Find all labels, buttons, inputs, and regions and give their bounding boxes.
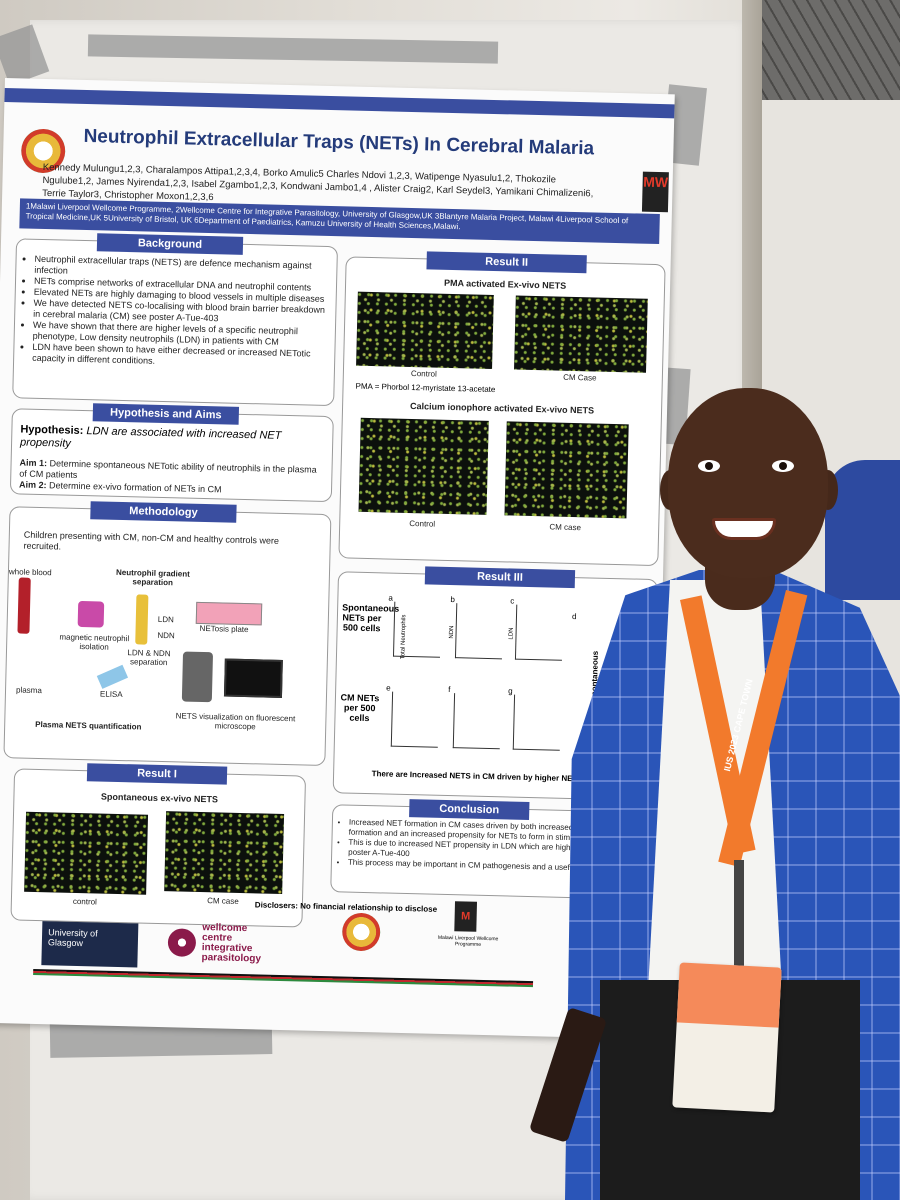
pma-title: PMA activated Ex-vivo NETS [443, 277, 567, 291]
micrograph-ca-control [358, 417, 489, 515]
methodology-intro: Children presenting with CM, non-CM and … [23, 529, 280, 552]
mlw-logo-footer: M [454, 901, 478, 932]
mini-plot-e [390, 691, 440, 748]
mini-plot-b [454, 603, 504, 660]
aims-list: Aim 1: Determine spontaneous NETotic abi… [19, 457, 320, 497]
face [668, 388, 828, 578]
smile [712, 518, 776, 540]
methodology-header: Methodology [90, 501, 237, 523]
panel-c: c [510, 596, 515, 606]
ca-caption-cm: CM case [549, 522, 582, 533]
label-elisa: ELISA [99, 689, 123, 700]
panel-b: b [450, 595, 455, 605]
monitor-icon [223, 658, 283, 698]
pma-caption-cm: CM Case [563, 372, 597, 383]
microscope-icon [181, 651, 214, 703]
pma-note: PMA = Phorbol 12-myristate 13-acetate [355, 381, 496, 395]
hypothesis-panel: Hypothesis and Aims Hypothesis: LDN are … [9, 403, 334, 503]
axis-total: Total Neutrophils [400, 614, 408, 660]
conference-badge [672, 962, 782, 1113]
wellcome-line4: parasitology [201, 952, 262, 965]
background-header: Background [96, 233, 244, 255]
result1-header: Result I [86, 763, 228, 785]
result3-header: Result III [424, 566, 576, 589]
right-eye [772, 460, 794, 472]
background-text: Neutrophil extracellular traps (NETS) ar… [20, 253, 329, 370]
magnetic-isolation-icon [77, 600, 105, 628]
axis-ldn: LDN [508, 627, 515, 640]
mlw-logo: MW [641, 171, 669, 213]
left-eye [698, 460, 720, 472]
elisa-icon [96, 664, 129, 689]
result2-header: Result II [426, 251, 587, 274]
label-plasma: plasma [15, 685, 42, 696]
result1-subtitle: Spontaneous ex-vivo NETS [100, 791, 219, 805]
micrograph-pma-control [356, 291, 494, 369]
label-ndn: NDN [157, 630, 175, 641]
row2-label: CM NETs per 500 cells [340, 692, 380, 724]
micrograph-control [24, 811, 149, 895]
mini-plot-g [512, 694, 562, 751]
hypothesis-header: Hypothesis and Aims [92, 403, 240, 425]
poster-title: Neutrophil Extracellular Traps (NETs) In… [83, 125, 595, 160]
row1-label: Spontaneous NETs per 500 cells [342, 602, 400, 634]
mini-plot-f [452, 693, 502, 750]
result2-panel: Result II PMA activated Ex-vivo NETS Con… [338, 251, 666, 567]
aim2-label: Aim 2: [18, 479, 47, 491]
micrograph-pma-cm [514, 295, 648, 373]
netosis-plate-icon [195, 601, 263, 626]
ceiling-truss [755, 0, 900, 100]
gradient-tube-icon [135, 594, 149, 645]
panel-d: d [571, 612, 577, 622]
aim1-label: Aim 1: [19, 457, 48, 469]
label-nets-vis: NETS visualization on fluorescent micros… [175, 711, 296, 732]
panel-a: a [388, 593, 393, 603]
mini-plot-c [514, 604, 564, 661]
panel-e: e [386, 683, 391, 693]
label-netosis-plate: NETosis plate [199, 623, 249, 635]
panel-f: f [448, 685, 451, 695]
ca-title: Calcium ionophore activated Ex-vivo NETS [409, 400, 595, 416]
wellcome-centre-logo: wellcome centre integrative parasitology [201, 922, 262, 965]
poster-top-bar [4, 87, 675, 119]
conclusion-header: Conclusion [409, 799, 530, 821]
label-gradient: Neutrophil gradient separation [115, 567, 190, 588]
university-glasgow-logo: University of Glasgow [41, 921, 139, 968]
hypothesis-statement: Hypothesis: LDN are associated with incr… [20, 423, 321, 456]
label-whole-blood: whole blood [8, 567, 52, 578]
micrograph-cm-case [164, 811, 285, 895]
label-ldn: LDN [157, 614, 174, 625]
aim1-text: Determine spontaneous NETotic ability of… [19, 458, 317, 480]
blantyre-logo-footer [341, 912, 381, 952]
label-ldn-ndn: LDN & NDN separation [127, 648, 171, 668]
mlw-caption: Malawi Liverpool Wellcome Programme [437, 934, 499, 948]
badge-header [676, 962, 782, 1028]
caption-control: control [72, 896, 98, 907]
axis-ndn: NDN [448, 625, 456, 639]
white-shirt [647, 580, 783, 1000]
panel-g: g [508, 686, 513, 696]
ca-caption-control: Control [409, 519, 436, 529]
background-panel: Background Neutrophil extracellular trap… [12, 233, 338, 407]
pma-caption-control: Control [410, 369, 437, 379]
methodology-panel: Methodology Children presenting with CM,… [3, 501, 332, 767]
blood-tube-icon [17, 577, 31, 634]
label-plasma-nets: Plasma NETS quantification [35, 719, 142, 732]
wellcome-flower-icon [167, 928, 197, 957]
micrograph-ca-cm [504, 421, 629, 519]
lanyard-clip [734, 860, 744, 970]
footer-stripe [33, 968, 534, 988]
hypothesis-label: Hypothesis: [20, 423, 84, 438]
